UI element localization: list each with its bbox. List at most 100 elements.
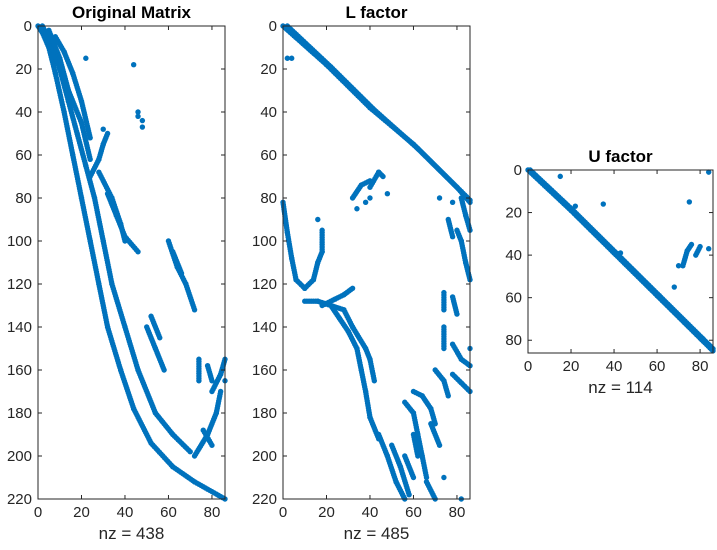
nonzero-marker: [354, 206, 360, 212]
x-tick-label: 0: [279, 504, 287, 521]
y-tick-label: 80: [15, 190, 32, 207]
nonzero-marker: [191, 307, 198, 313]
nonzero-marker: [675, 263, 682, 269]
l-factor-panel: L factor 0 20 40 60 80 0 20 40 60 80 100 120 140 160 18…: [252, 3, 473, 543]
nonzero-marker: [104, 130, 111, 137]
nonzero-marker: [217, 388, 224, 395]
x-tick-label: 40: [117, 504, 134, 521]
lfactor-nonzero-band-18: [441, 289, 447, 313]
original-nonzero-band-8: [148, 313, 163, 341]
nonzero-marker: [315, 216, 321, 223]
y-tick-label: 80: [505, 332, 522, 349]
lfactor-nonzero-band-16: [445, 216, 456, 240]
nonzero-marker: [87, 135, 93, 141]
nonzero-marker: [209, 378, 215, 384]
nonzero-marker: [87, 156, 93, 162]
original-nz-label: nz = 438: [99, 524, 165, 543]
lfactor-nonzero-band-2: [280, 199, 325, 291]
original-nonzero-band-4: [87, 130, 111, 180]
nonzero-marker: [284, 55, 291, 61]
nonzero-marker: [187, 449, 193, 455]
ufactor-nonzero-markers: [525, 167, 716, 354]
lfactor-nonzero-band-4: [328, 302, 382, 442]
lfactor-nonzero-band-12: [432, 367, 451, 399]
y-tick-label: 120: [7, 276, 32, 293]
nonzero-marker: [445, 393, 451, 399]
x-tick-label: 80: [692, 358, 709, 375]
nonzero-marker: [384, 191, 391, 197]
nonzero-marker: [697, 243, 703, 250]
lfactor-title: L factor: [345, 3, 407, 22]
original-nonzero-band-7: [144, 324, 167, 373]
original-nonzero-band-6: [104, 191, 141, 255]
y-tick-label: 40: [260, 104, 277, 121]
nonzero-marker: [406, 492, 412, 498]
nonzero-marker: [688, 241, 695, 248]
original-nonzero-band-11: [196, 356, 202, 384]
y-tick-label: 60: [15, 147, 32, 164]
nonzero-marker: [367, 195, 373, 201]
x-tick-label: 60: [649, 358, 666, 375]
y-tick-label: 220: [252, 491, 277, 508]
x-tick-label: 80: [204, 504, 221, 521]
nonzero-marker: [557, 173, 563, 180]
lfactor-nonzero-band-11: [410, 388, 438, 427]
lfactor-nonzero-band-10: [402, 399, 430, 481]
original-nonzero-band-14: [209, 356, 228, 395]
original-nonzero-band-12: [191, 388, 224, 459]
nonzero-marker: [617, 250, 624, 256]
y-tick-label: 40: [15, 104, 32, 121]
nonzero-marker: [572, 203, 579, 209]
y-tick-label: 40: [505, 247, 522, 264]
nonzero-marker: [139, 124, 146, 130]
nonzero-marker: [130, 61, 137, 68]
x-tick-label: 40: [362, 504, 379, 521]
nonzero-marker: [449, 199, 456, 205]
y-tick-label: 0: [269, 18, 277, 35]
y-tick-label: 140: [252, 319, 277, 336]
lfactor-nonzero-band-13: [449, 341, 473, 369]
nonzero-marker: [288, 55, 295, 61]
nonzero-marker: [83, 55, 89, 61]
y-tick-label: 200: [7, 448, 32, 465]
nonzero-marker: [157, 335, 163, 341]
y-tick-label: 20: [505, 205, 522, 222]
lfactor-nonzero-band-17: [458, 195, 473, 233]
nonzero-marker: [349, 285, 356, 291]
lfactor-axes-box: [282, 25, 471, 500]
lfactor-nonzero-band-23: [441, 324, 447, 352]
nonzero-marker: [367, 178, 373, 184]
original-axes-box: [37, 25, 226, 500]
nonzero-marker: [686, 199, 693, 205]
ufactor-nonzero-band-3: [693, 243, 703, 258]
lfactor-nonzero-band-19: [449, 294, 460, 317]
nonzero-marker: [671, 284, 677, 290]
lfactor-nonzero-band-20: [410, 431, 421, 459]
lfactor-nonzero-band-6: [367, 169, 386, 190]
y-tick-label: 200: [252, 448, 277, 465]
nonzero-marker: [436, 195, 443, 201]
nonzero-marker: [380, 173, 386, 180]
lfactor-nonzero-band-8: [375, 431, 408, 502]
y-tick-label: 180: [252, 405, 277, 422]
y-tick-label: 60: [505, 290, 522, 307]
original-nonzero-band-3: [52, 34, 93, 141]
nonzero-marker: [209, 442, 215, 448]
lfactor-nonzero-band-24: [428, 421, 443, 448]
x-tick-label: 20: [73, 504, 90, 521]
nonzero-marker: [415, 453, 421, 459]
ufactor-axes-box: [527, 169, 714, 354]
nonzero-marker: [423, 474, 430, 481]
nonzero-marker: [371, 378, 378, 384]
nonzero-marker: [196, 378, 202, 384]
nonzero-marker: [705, 246, 712, 252]
lfactor-nonzero-band-9: [389, 442, 412, 498]
x-tick-label: 60: [160, 504, 177, 521]
original-nonzero-band-2: [46, 27, 93, 162]
original-title: Original Matrix: [72, 3, 192, 22]
nonzero-marker: [135, 249, 141, 255]
nonzero-marker: [410, 474, 417, 481]
nonzero-marker: [454, 311, 460, 317]
